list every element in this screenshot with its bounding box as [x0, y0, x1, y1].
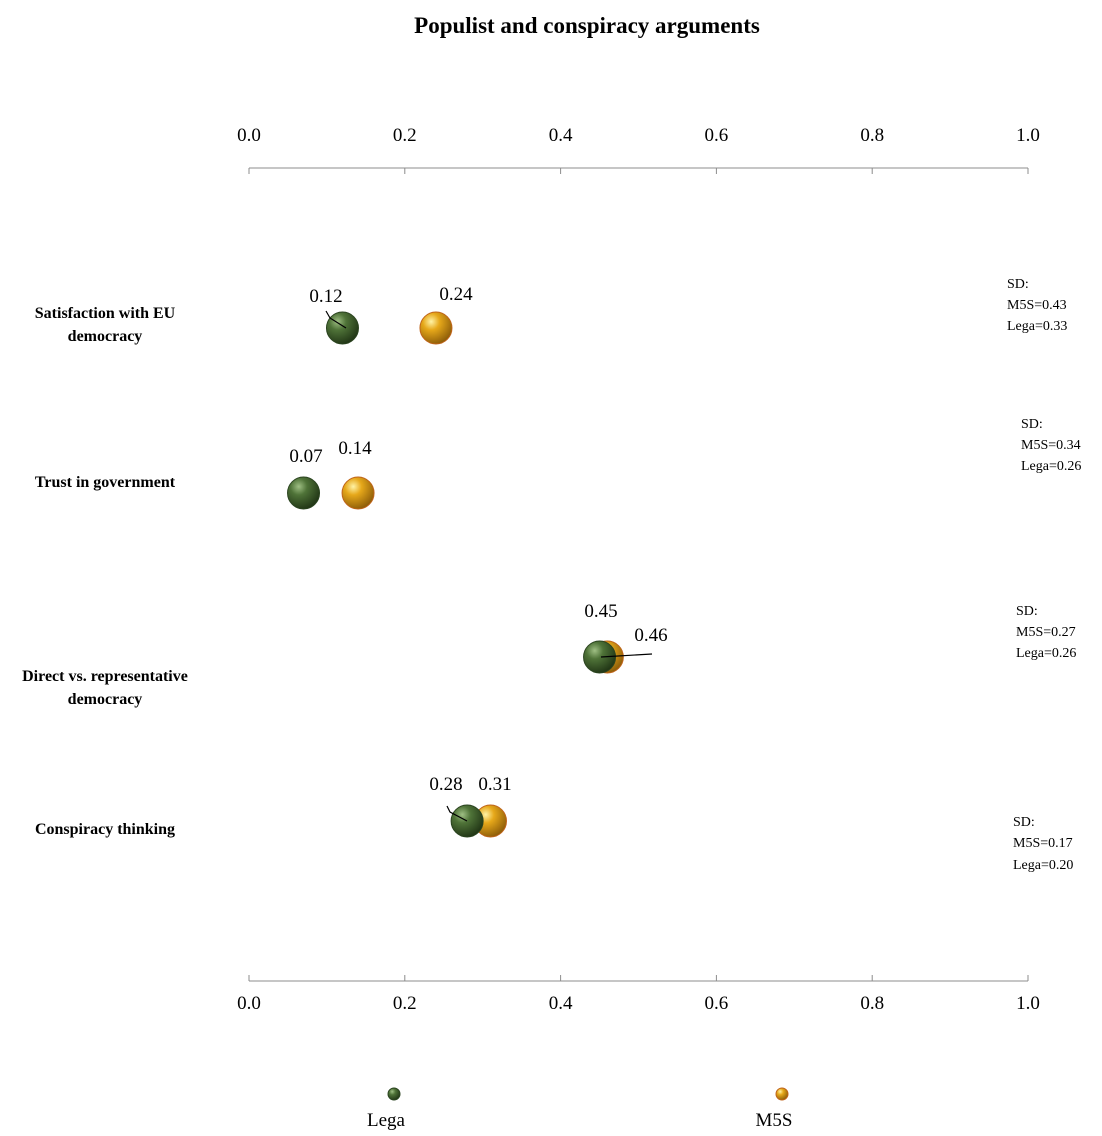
x-axis-bottom-tick-label: 0.2	[393, 993, 417, 1014]
m5s-data-label: 0.24	[439, 284, 473, 305]
sd-annotation: M5S=0.43	[1007, 298, 1067, 313]
category-row: Conspiracy thinking 0.28 0.31 SD: M5S=0.17 Le…	[35, 774, 1073, 873]
legend-swatch	[387, 1087, 401, 1101]
legend: Lega M5S	[367, 1087, 793, 1131]
x-axis-bottom-tick-label: 0.4	[549, 993, 573, 1014]
axes: 0.0 0.2 0.4 0.6 0.8 1.0 0.0 0.2 0.4 0.6 0.8 1.0	[237, 125, 1040, 1014]
category-row: Satisfaction with EU democracy 0.12 0.24 SD:…	[35, 277, 1068, 345]
sd-annotation: Lega=0.33	[1007, 319, 1067, 334]
m5s-data-label: 0.14	[338, 438, 372, 459]
legend-item-m5s: M5S	[756, 1087, 793, 1131]
sd-annotation: Lega=0.26	[1021, 459, 1081, 474]
sd-annotation: M5S=0.17	[1013, 836, 1073, 851]
category-label: Trust in government	[35, 474, 176, 491]
category-label: democracy	[68, 328, 143, 345]
m5s-data-label: 0.46	[634, 625, 667, 646]
lega-data-label: 0.07	[289, 446, 322, 467]
category-row: Direct vs. representative democracy 0.45 0.…	[22, 601, 1076, 708]
category-label: democracy	[68, 691, 143, 708]
m5s-point	[419, 311, 453, 345]
category-rows: Satisfaction with EU democracy 0.12 0.24 SD:…	[22, 277, 1081, 873]
sd-annotation: M5S=0.34	[1021, 438, 1081, 453]
x-axis-top-tick-label: 0.8	[860, 125, 884, 146]
x-axis-top-tick-label: 0.0	[237, 125, 261, 146]
sd-annotation: Lega=0.26	[1016, 646, 1076, 661]
sd-annotation: SD:	[1007, 277, 1029, 292]
x-axis-bottom-tick-label: 1.0	[1016, 993, 1040, 1014]
lega-point	[325, 311, 359, 345]
category-label: Conspiracy thinking	[35, 821, 175, 838]
chart-title: Populist and conspiracy arguments	[414, 13, 760, 38]
x-axis-bottom-tick-label: 0.8	[860, 993, 884, 1014]
legend-label: M5S	[756, 1110, 793, 1131]
lega-data-label: 0.45	[584, 601, 617, 622]
x-axis-bottom-tick-label: 0.0	[237, 993, 261, 1014]
legend-label: Lega	[367, 1110, 406, 1131]
lega-point	[583, 640, 617, 674]
lega-data-label: 0.12	[309, 286, 342, 307]
x-axis-top-tick-label: 1.0	[1016, 125, 1040, 146]
sd-annotation: M5S=0.27	[1016, 625, 1076, 640]
category-row: Trust in government 0.07 0.14 SD: M5S=0.34 Le…	[35, 417, 1081, 510]
legend-swatch	[775, 1087, 789, 1101]
lega-data-label: 0.28	[429, 774, 462, 795]
lega-point	[450, 804, 484, 838]
data-label-leader-line	[446, 805, 468, 822]
x-axis-top-tick-label: 0.6	[705, 125, 729, 146]
x-axis-top-tick-label: 0.4	[549, 125, 573, 146]
category-label: Direct vs. representative	[22, 668, 188, 685]
lega-point	[287, 476, 321, 510]
sd-annotation: SD:	[1021, 417, 1043, 432]
sd-annotation: SD:	[1016, 604, 1038, 619]
x-axis-top-tick-label: 0.2	[393, 125, 417, 146]
legend-item-lega: Lega	[367, 1087, 406, 1131]
sd-annotation: SD:	[1013, 815, 1035, 830]
m5s-data-label: 0.31	[478, 774, 511, 795]
sd-annotation: Lega=0.20	[1013, 858, 1073, 873]
data-label-leader-line	[325, 310, 347, 329]
x-axis-bottom-tick-label: 0.6	[705, 993, 729, 1014]
data-label-leader-line	[600, 653, 653, 658]
m5s-point	[341, 476, 375, 510]
category-label: Satisfaction with EU	[35, 305, 176, 322]
